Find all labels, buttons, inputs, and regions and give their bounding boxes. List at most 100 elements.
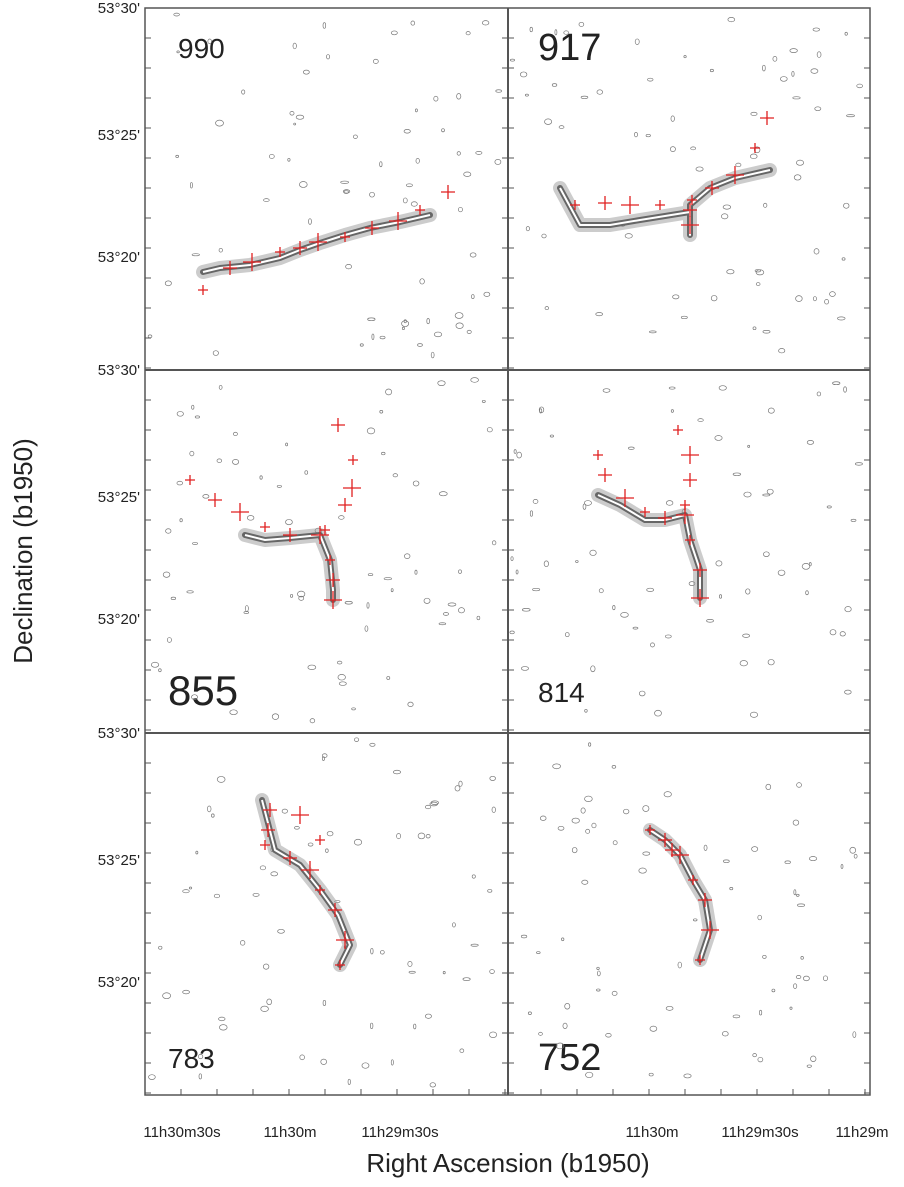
noise-contour bbox=[773, 56, 777, 61]
noise-contour bbox=[261, 1006, 269, 1011]
noise-contour bbox=[572, 847, 577, 852]
noise-contour bbox=[723, 860, 729, 863]
noise-contour bbox=[408, 961, 412, 966]
noise-contour bbox=[790, 49, 798, 53]
noise-contour bbox=[639, 868, 647, 873]
noise-contour bbox=[267, 999, 272, 1005]
noise-contour bbox=[360, 344, 363, 347]
noise-contour bbox=[272, 714, 278, 720]
noise-contour bbox=[472, 875, 475, 878]
x-tick-label: 11h29m bbox=[835, 1124, 888, 1141]
noise-contour bbox=[411, 202, 417, 207]
x-tick-label: 11h30m30s bbox=[143, 1124, 220, 1141]
noise-contour bbox=[794, 175, 801, 180]
y-axis-label: Declination (b1950) bbox=[8, 438, 38, 663]
noise-contour bbox=[166, 529, 171, 534]
noise-contour bbox=[803, 976, 809, 981]
noise-contour bbox=[216, 120, 224, 126]
noise-contour bbox=[490, 776, 496, 780]
noise-contour bbox=[263, 964, 269, 969]
noise-contour bbox=[525, 94, 528, 96]
noise-contour bbox=[711, 295, 717, 300]
x-axis-label: Right Ascension (b1950) bbox=[366, 1148, 649, 1178]
noise-contour bbox=[487, 427, 492, 432]
noise-contour bbox=[796, 296, 803, 302]
noise-contour bbox=[522, 608, 530, 611]
noise-contour bbox=[817, 52, 821, 58]
noise-contour bbox=[159, 946, 162, 949]
noise-contour bbox=[404, 554, 410, 559]
noise-contour bbox=[354, 738, 358, 742]
noise-contour bbox=[758, 915, 762, 920]
y-tick-label: 53°25' bbox=[98, 127, 140, 144]
noise-contour bbox=[277, 485, 281, 487]
noise-contour bbox=[830, 292, 836, 297]
noise-contour bbox=[240, 940, 245, 945]
noise-contour bbox=[294, 123, 296, 125]
noise-contour bbox=[393, 474, 398, 477]
noise-contour bbox=[174, 13, 180, 16]
noise-contour bbox=[646, 134, 650, 137]
noise-contour bbox=[425, 805, 431, 809]
noise-contour bbox=[581, 96, 588, 98]
noise-contour bbox=[163, 572, 170, 577]
noise-contour bbox=[581, 808, 585, 813]
noise-contour bbox=[693, 919, 697, 921]
noise-contour bbox=[563, 1023, 567, 1028]
noise-contour bbox=[323, 1000, 326, 1005]
noise-contour bbox=[271, 872, 278, 876]
noise-contour bbox=[671, 116, 675, 122]
noise-contour bbox=[415, 109, 417, 112]
noise-contour bbox=[665, 635, 671, 638]
noise-contour bbox=[397, 833, 401, 838]
noise-contour bbox=[813, 297, 816, 301]
noise-contour bbox=[192, 405, 194, 409]
noise-contour bbox=[763, 203, 766, 207]
x-tick-label: 11h29m30s bbox=[721, 1124, 798, 1141]
noise-contour bbox=[743, 634, 750, 638]
noise-contour bbox=[459, 570, 462, 574]
noise-contour bbox=[426, 834, 430, 838]
noise-contour bbox=[649, 1073, 653, 1076]
noise-contour bbox=[612, 765, 616, 768]
noise-contour bbox=[722, 1031, 728, 1036]
noise-contour bbox=[393, 770, 400, 774]
noise-contour bbox=[649, 331, 656, 333]
noise-contour bbox=[325, 849, 328, 853]
noise-contour bbox=[751, 112, 757, 115]
noise-contour bbox=[458, 608, 464, 613]
noise-contour bbox=[763, 330, 770, 333]
noise-contour bbox=[353, 135, 357, 139]
noise-contour bbox=[521, 935, 527, 938]
noise-contour bbox=[346, 264, 352, 269]
noise-contour bbox=[245, 606, 248, 612]
noise-contour bbox=[780, 77, 787, 82]
noise-contour bbox=[372, 334, 374, 340]
noise-contour bbox=[528, 1012, 531, 1015]
noise-contour bbox=[290, 594, 292, 597]
red-cross bbox=[681, 446, 699, 464]
noise-contour bbox=[684, 56, 686, 58]
noise-contour bbox=[219, 385, 222, 389]
noise-contour bbox=[391, 589, 393, 592]
noise-contour bbox=[370, 1023, 373, 1029]
y-tick-label: 53°20' bbox=[98, 611, 140, 628]
noise-contour bbox=[434, 332, 441, 337]
noise-contour bbox=[219, 248, 222, 252]
noise-contour bbox=[585, 796, 593, 802]
red-cross bbox=[315, 835, 325, 845]
noise-contour bbox=[728, 17, 735, 21]
noise-contour bbox=[460, 1049, 464, 1053]
noise-contour bbox=[253, 893, 259, 896]
noise-contour bbox=[213, 351, 218, 356]
noise-contour bbox=[282, 809, 287, 813]
noise-contour bbox=[299, 182, 307, 188]
noise-contour bbox=[814, 249, 819, 254]
noise-contour bbox=[404, 129, 410, 133]
noise-contour bbox=[817, 392, 821, 396]
noise-contour bbox=[634, 132, 637, 137]
filament-contour bbox=[245, 535, 333, 600]
noise-contour bbox=[404, 320, 406, 323]
y-tick-label: 53°25' bbox=[98, 852, 140, 869]
noise-contour bbox=[590, 550, 596, 555]
